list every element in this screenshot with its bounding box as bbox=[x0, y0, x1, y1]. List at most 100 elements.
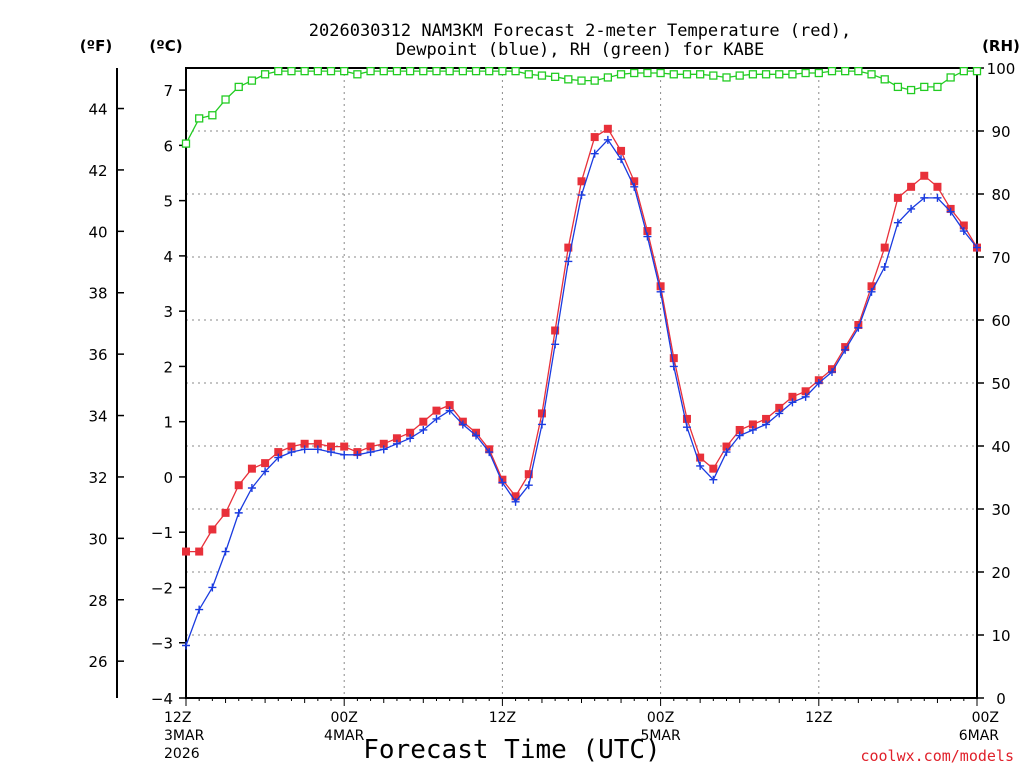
data-point bbox=[867, 282, 876, 291]
data-point bbox=[287, 442, 296, 451]
data-point bbox=[247, 484, 256, 492]
data-point bbox=[537, 409, 546, 418]
data-point bbox=[920, 82, 929, 92]
data-point bbox=[458, 67, 468, 76]
data-point bbox=[827, 367, 836, 376]
fahrenheit-tick-label: 36 bbox=[88, 346, 107, 364]
rh-tick-label: 30 bbox=[991, 501, 1010, 519]
data-point bbox=[603, 124, 612, 133]
fahrenheit-tick-label: 30 bbox=[88, 530, 107, 548]
data-point bbox=[854, 67, 863, 76]
data-point bbox=[472, 431, 481, 440]
data-point bbox=[208, 525, 217, 534]
rh-tick-label: 20 bbox=[991, 564, 1010, 582]
data-point bbox=[722, 442, 731, 451]
celsius-tick-label: 0 bbox=[163, 469, 173, 487]
celsius-tick-label: −1 bbox=[151, 524, 173, 542]
series-rh bbox=[181, 67, 982, 148]
data-point bbox=[195, 605, 204, 614]
x-tick-label: 00Z bbox=[647, 710, 674, 726]
series-line bbox=[185, 138, 978, 646]
data-point bbox=[880, 75, 889, 84]
data-point bbox=[247, 464, 256, 473]
rh-tick-label: 40 bbox=[991, 438, 1010, 456]
fahrenheit-tick-label: 26 bbox=[88, 653, 107, 671]
data-point bbox=[841, 345, 850, 354]
data-point bbox=[893, 218, 902, 227]
data-point bbox=[643, 227, 652, 236]
data-point bbox=[775, 70, 784, 79]
rh-unit-label: (RH) bbox=[982, 37, 1020, 55]
data-point bbox=[854, 323, 863, 332]
data-point bbox=[511, 67, 520, 76]
data-point bbox=[775, 403, 784, 412]
data-point bbox=[709, 71, 718, 80]
data-point bbox=[524, 70, 533, 79]
data-point bbox=[485, 448, 494, 457]
data-point bbox=[379, 439, 388, 448]
celsius-tick-label: 1 bbox=[163, 414, 173, 432]
data-point bbox=[326, 67, 336, 76]
data-point bbox=[208, 111, 217, 120]
chart-title-line-2: Dewpoint (blue), RH (green) for KABE bbox=[396, 40, 764, 60]
data-point bbox=[379, 445, 388, 454]
rh-tick-label: 80 bbox=[991, 186, 1010, 204]
data-point bbox=[656, 287, 665, 296]
x-tick-year: 2026 bbox=[164, 746, 200, 762]
data-point bbox=[366, 442, 375, 451]
data-point bbox=[511, 497, 520, 506]
data-point bbox=[643, 232, 652, 241]
data-point bbox=[498, 67, 507, 76]
data-point bbox=[630, 68, 639, 78]
data-point bbox=[735, 425, 744, 434]
fahrenheit-tick-label: 42 bbox=[88, 162, 107, 180]
data-point bbox=[775, 409, 784, 418]
rh-tick-label: 0 bbox=[996, 690, 1006, 708]
data-point bbox=[564, 75, 573, 84]
data-point bbox=[432, 67, 441, 76]
rh-axis: 0 10 20 30 40 50 60 70 80 90 100 bbox=[977, 60, 1015, 708]
data-point bbox=[880, 262, 889, 271]
data-point bbox=[946, 73, 955, 82]
x-tick-date: 6MAR bbox=[959, 728, 1000, 744]
data-point bbox=[551, 340, 560, 349]
fahrenheit-tick-label: 38 bbox=[88, 285, 107, 303]
data-point bbox=[524, 481, 533, 490]
data-point bbox=[682, 423, 691, 432]
credit-link[interactable]: coolwx.com/models bbox=[860, 747, 1014, 765]
data-point bbox=[208, 583, 217, 592]
x-tick-label: 00Z bbox=[972, 710, 999, 726]
data-point bbox=[182, 641, 190, 650]
data-point bbox=[564, 243, 573, 252]
fahrenheit-unit-label: (ºF) bbox=[80, 37, 112, 55]
fahrenheit-tick-label: 34 bbox=[88, 408, 107, 426]
data-point bbox=[485, 67, 494, 76]
data-point bbox=[735, 71, 744, 80]
data-point bbox=[182, 547, 190, 556]
data-point bbox=[195, 547, 204, 556]
data-point bbox=[814, 379, 823, 387]
data-point bbox=[234, 508, 243, 517]
data-point bbox=[445, 67, 454, 76]
celsius-tick-label: 3 bbox=[163, 303, 173, 321]
data-point bbox=[195, 114, 204, 123]
data-point bbox=[788, 392, 797, 401]
data-point bbox=[550, 72, 560, 81]
data-point bbox=[616, 70, 626, 79]
data-point bbox=[603, 135, 612, 144]
data-point bbox=[722, 73, 731, 82]
data-point bbox=[735, 431, 744, 440]
data-point bbox=[801, 68, 810, 78]
data-point bbox=[419, 417, 428, 426]
data-point bbox=[656, 68, 665, 78]
data-point bbox=[260, 70, 270, 79]
data-point bbox=[577, 191, 586, 200]
data-point bbox=[814, 68, 823, 78]
grid-lines bbox=[186, 68, 977, 698]
rh-tick-label: 10 bbox=[991, 627, 1010, 645]
data-point bbox=[287, 448, 296, 457]
data-point bbox=[748, 420, 757, 429]
x-tick-date: 4MAR bbox=[324, 728, 365, 744]
data-point bbox=[221, 508, 230, 517]
data-point bbox=[959, 221, 968, 230]
